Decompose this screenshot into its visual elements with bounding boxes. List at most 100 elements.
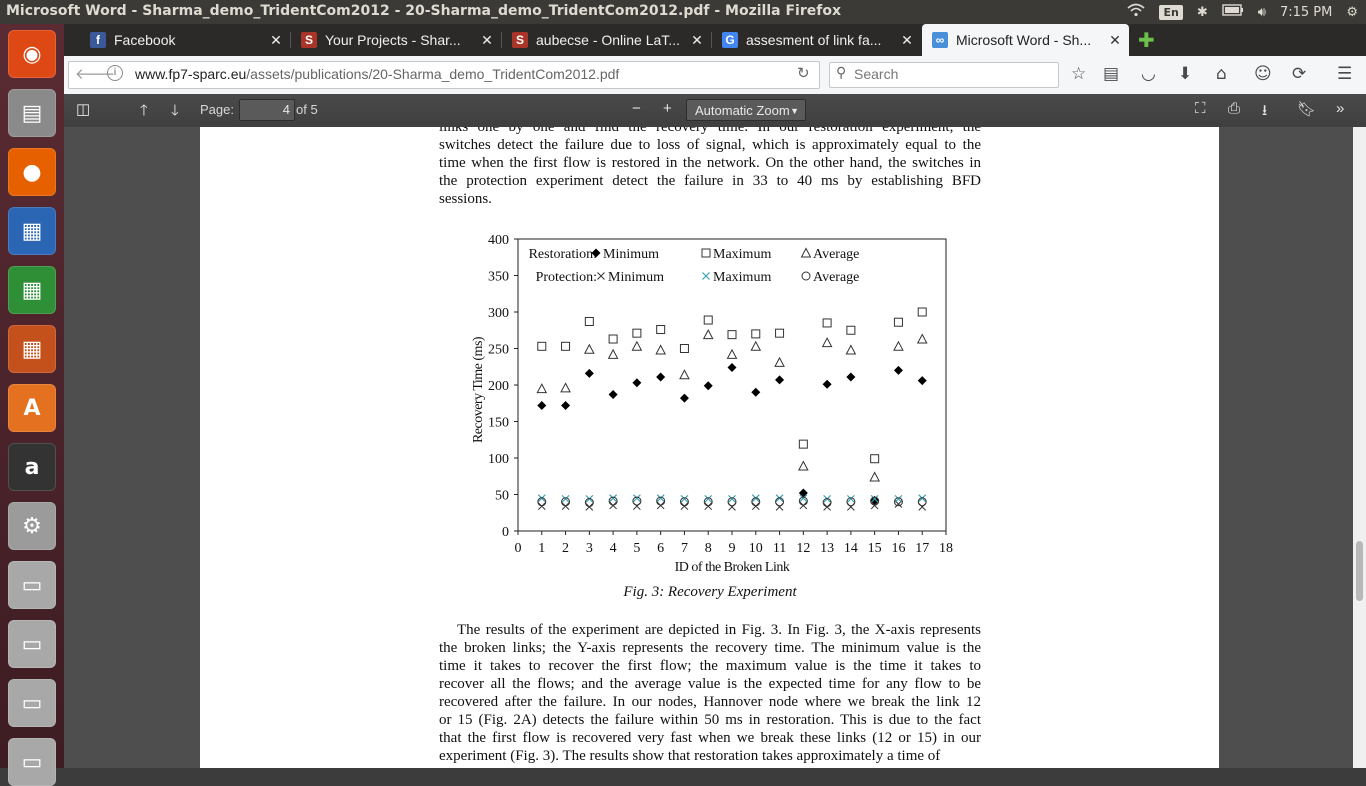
bookmark-star-icon[interactable]: ☆ — [1071, 64, 1087, 84]
tab-4[interactable]: ∞ Microsoft Word - Sh... ✕ — [922, 24, 1129, 56]
tab-0[interactable]: f Facebook ✕ — [80, 24, 290, 56]
data-point-protection-minimum — [775, 503, 784, 511]
menu-icon[interactable]: ☰ — [1337, 64, 1353, 84]
url-text[interactable]: www.fp7-sparc.eu/assets/publications/20-… — [135, 66, 619, 82]
tab-label: Your Projects - Shar... — [325, 32, 461, 48]
chat-icon[interactable]: ☺ — [1254, 64, 1272, 84]
amazon-icon[interactable]: a — [8, 443, 56, 491]
data-point-restoration-maximum — [775, 328, 785, 338]
firefox-icon[interactable]: ● — [8, 148, 56, 196]
data-point-restoration-average — [536, 383, 548, 394]
data-point-protection-maximum — [894, 494, 903, 503]
text-line: sessions. — [439, 191, 492, 207]
close-tab-icon[interactable]: ✕ — [1109, 31, 1121, 48]
zoom-select[interactable]: Automatic Zoom ▼ — [686, 99, 806, 121]
legend-marker — [597, 272, 605, 280]
close-tab-icon[interactable]: ✕ — [481, 31, 493, 48]
data-point-restoration-maximum — [870, 454, 880, 464]
tab-label: Facebook — [114, 32, 176, 48]
drive-icon[interactable]: ▭ — [8, 620, 56, 668]
new-tab-button[interactable]: ✚ — [1138, 28, 1155, 52]
text-line: links one by one and find the recovery t… — [439, 127, 981, 135]
download-icon[interactable]: ⬇ — [1178, 64, 1193, 84]
legend-group-label: Protection: — [536, 270, 597, 285]
ubuntu-dash-icon[interactable]: ◉ — [8, 30, 56, 78]
x-tick-label: 6 — [657, 541, 664, 556]
trash-icon[interactable]: ▭ — [8, 738, 56, 786]
data-point-restoration-minimum — [584, 368, 594, 378]
scrollbar-thumb[interactable] — [1356, 541, 1363, 601]
writer-icon[interactable]: ▦ — [8, 207, 56, 255]
pocket-icon[interactable]: ◡ — [1141, 64, 1156, 84]
legend-entry-label: Minimum — [608, 270, 664, 285]
next-page-button[interactable]: 🡓 — [171, 102, 179, 119]
software-center-icon[interactable]: A — [8, 384, 56, 432]
x-tick-label: 10 — [749, 541, 763, 556]
data-point-protection-average — [917, 497, 927, 507]
battery-icon[interactable] — [1222, 4, 1244, 20]
drive-icon[interactable]: ▭ — [8, 679, 56, 727]
data-point-restoration-average — [774, 356, 785, 367]
data-point-protection-average — [537, 497, 547, 507]
bookmark-icon[interactable]: 🔖︎ — [1297, 101, 1317, 118]
sidebar-toggle-icon[interactable]: ◫ — [76, 101, 91, 118]
close-tab-icon[interactable]: ✕ — [270, 31, 282, 48]
x-tick-label: 13 — [820, 541, 834, 556]
legend-marker — [800, 247, 812, 258]
files-icon[interactable]: ▤ — [8, 89, 56, 137]
volume-icon[interactable]: 🔊︎ — [1257, 4, 1266, 20]
presentation-mode-icon[interactable]: ⛶ — [1195, 100, 1206, 117]
tools-menu-icon[interactable]: » — [1336, 100, 1345, 117]
x-tick-label: 5 — [633, 541, 640, 556]
text-line: the protection experiment detect the fai… — [439, 173, 981, 189]
text-line: experiment (Fig. 3). The results show th… — [439, 748, 941, 764]
x-tick-label: 17 — [915, 541, 929, 556]
data-point-restoration-average — [750, 340, 762, 351]
close-tab-icon[interactable]: ✕ — [691, 31, 703, 48]
settings-icon[interactable]: ⚙ — [8, 502, 56, 550]
reading-list-icon[interactable]: ▤ — [1103, 64, 1120, 84]
data-point-protection-minimum — [847, 503, 855, 511]
clock[interactable]: 7:15 PM — [1279, 4, 1333, 20]
zoom-in-button[interactable]: + — [663, 100, 672, 117]
data-point-restoration-maximum — [798, 439, 808, 449]
x-tick-label: 15 — [868, 541, 882, 556]
x-tick-label: 3 — [586, 541, 593, 556]
data-point-restoration-maximum — [537, 341, 547, 351]
zoom-out-button[interactable]: − — [632, 100, 641, 117]
data-point-restoration-average — [869, 471, 880, 482]
tab-1[interactable]: S Your Projects - Shar... ✕ — [291, 24, 501, 56]
calc-icon[interactable]: ▦ — [8, 266, 56, 314]
text-line: switches detect the failure due to loss … — [439, 137, 981, 153]
drive-icon[interactable]: ▭ — [8, 561, 56, 609]
sync-icon[interactable]: ⟳ — [1292, 64, 1307, 84]
impress-icon[interactable]: ▦ — [8, 325, 56, 373]
home-icon[interactable]: ⌂ — [1216, 64, 1227, 84]
page-number-input[interactable]: 4 — [239, 99, 295, 121]
gear-icon[interactable]: ⚙ — [1346, 4, 1358, 20]
data-point-restoration-minimum — [656, 372, 666, 382]
tab-separator — [290, 32, 291, 48]
y-tick-label: 50 — [495, 489, 509, 504]
search-box[interactable]: ⚲ Search — [829, 62, 1059, 88]
pdf-viewer[interactable]: links one by one and find the recovery t… — [64, 127, 1353, 768]
y-tick-label: 300 — [488, 306, 509, 321]
bluetooth-icon[interactable]: ✱ — [1196, 4, 1208, 20]
data-point-protection-minimum — [918, 503, 927, 511]
info-icon[interactable]: i — [107, 65, 123, 81]
save-icon[interactable]: ⭳ — [1262, 102, 1268, 119]
data-point-protection-average — [679, 497, 689, 507]
vertical-scrollbar[interactable] — [1353, 127, 1366, 768]
back-button[interactable]: 🡐 — [75, 65, 116, 83]
previous-page-button[interactable]: 🡑 — [140, 102, 148, 119]
reload-icon[interactable]: ↻ — [797, 64, 810, 82]
text-line: the broken links; the Y-axis represents … — [439, 640, 981, 656]
close-tab-icon[interactable]: ✕ — [901, 31, 913, 48]
keyboard-language-indicator[interactable]: En — [1159, 4, 1183, 20]
url-bar[interactable]: 🡐 i www.fp7-sparc.eu/assets/publications… — [68, 61, 820, 89]
legend-entry-label: Minimum — [603, 247, 659, 262]
print-icon[interactable]: ⎙ — [1228, 100, 1241, 117]
wifi-icon[interactable] — [1127, 3, 1146, 21]
